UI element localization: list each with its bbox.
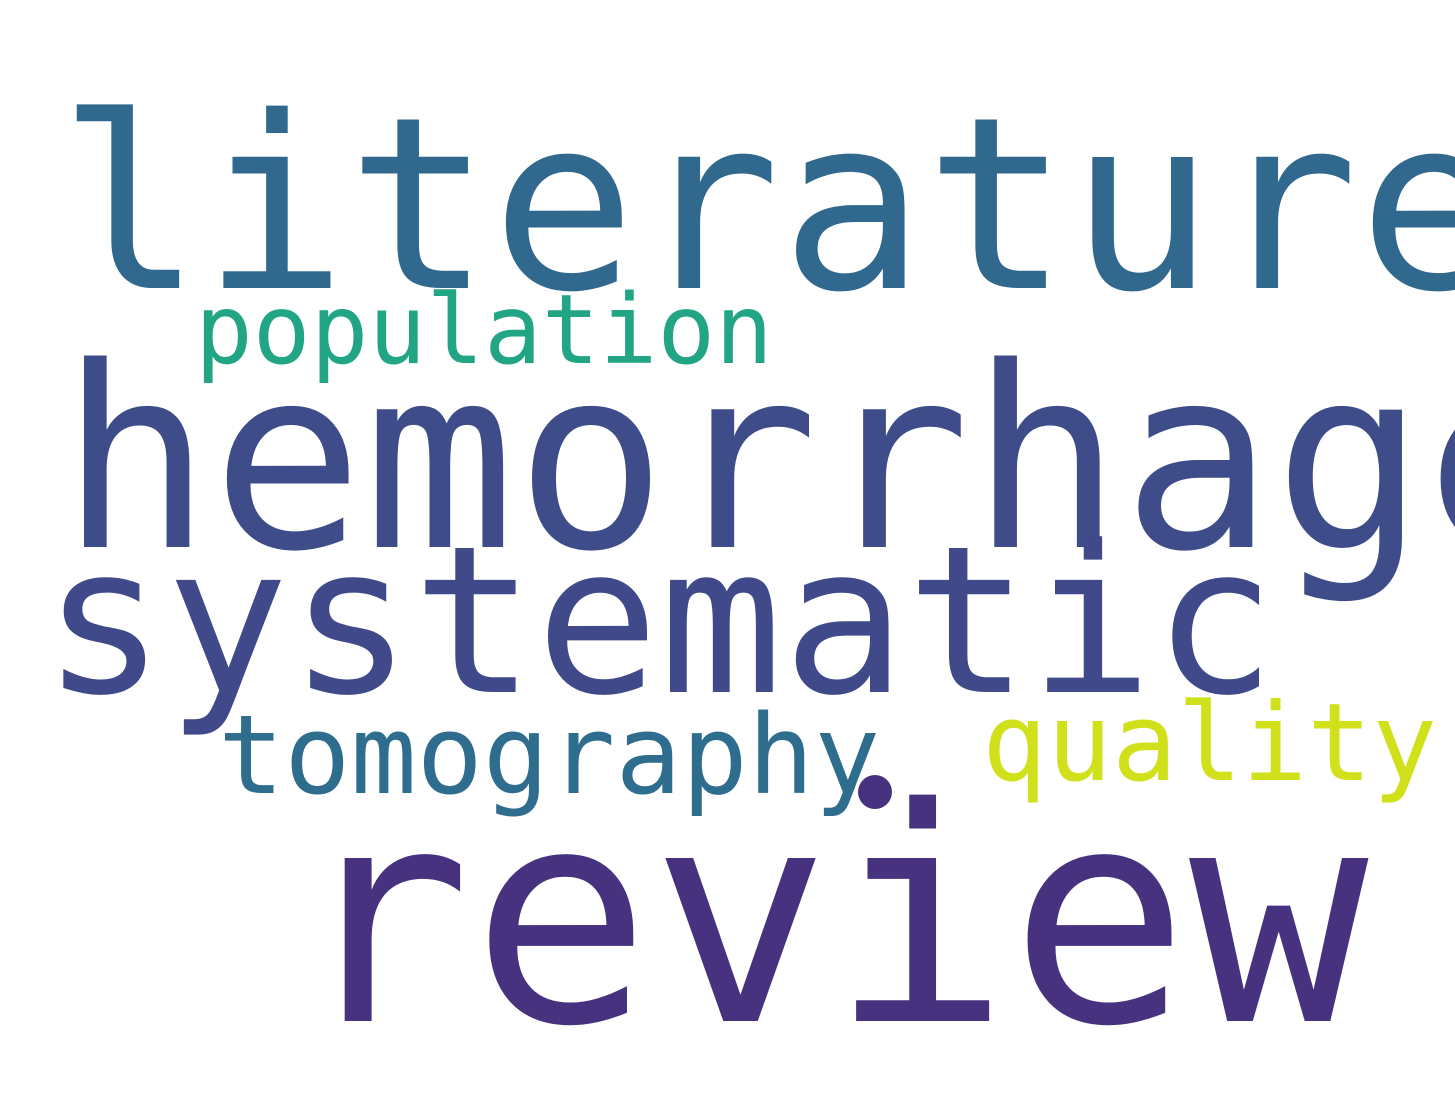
word-review: review — [292, 745, 1369, 1092]
word-quality: quality — [982, 681, 1438, 806]
word-systematic: systematic — [42, 503, 1277, 741]
word-tomography: tomography — [218, 691, 881, 819]
word-population: population — [195, 274, 773, 386]
word-hemorrhage: hemorrhage — [60, 314, 1455, 607]
dot-mark — [858, 775, 892, 809]
word-literature: literature — [58, 65, 1455, 345]
